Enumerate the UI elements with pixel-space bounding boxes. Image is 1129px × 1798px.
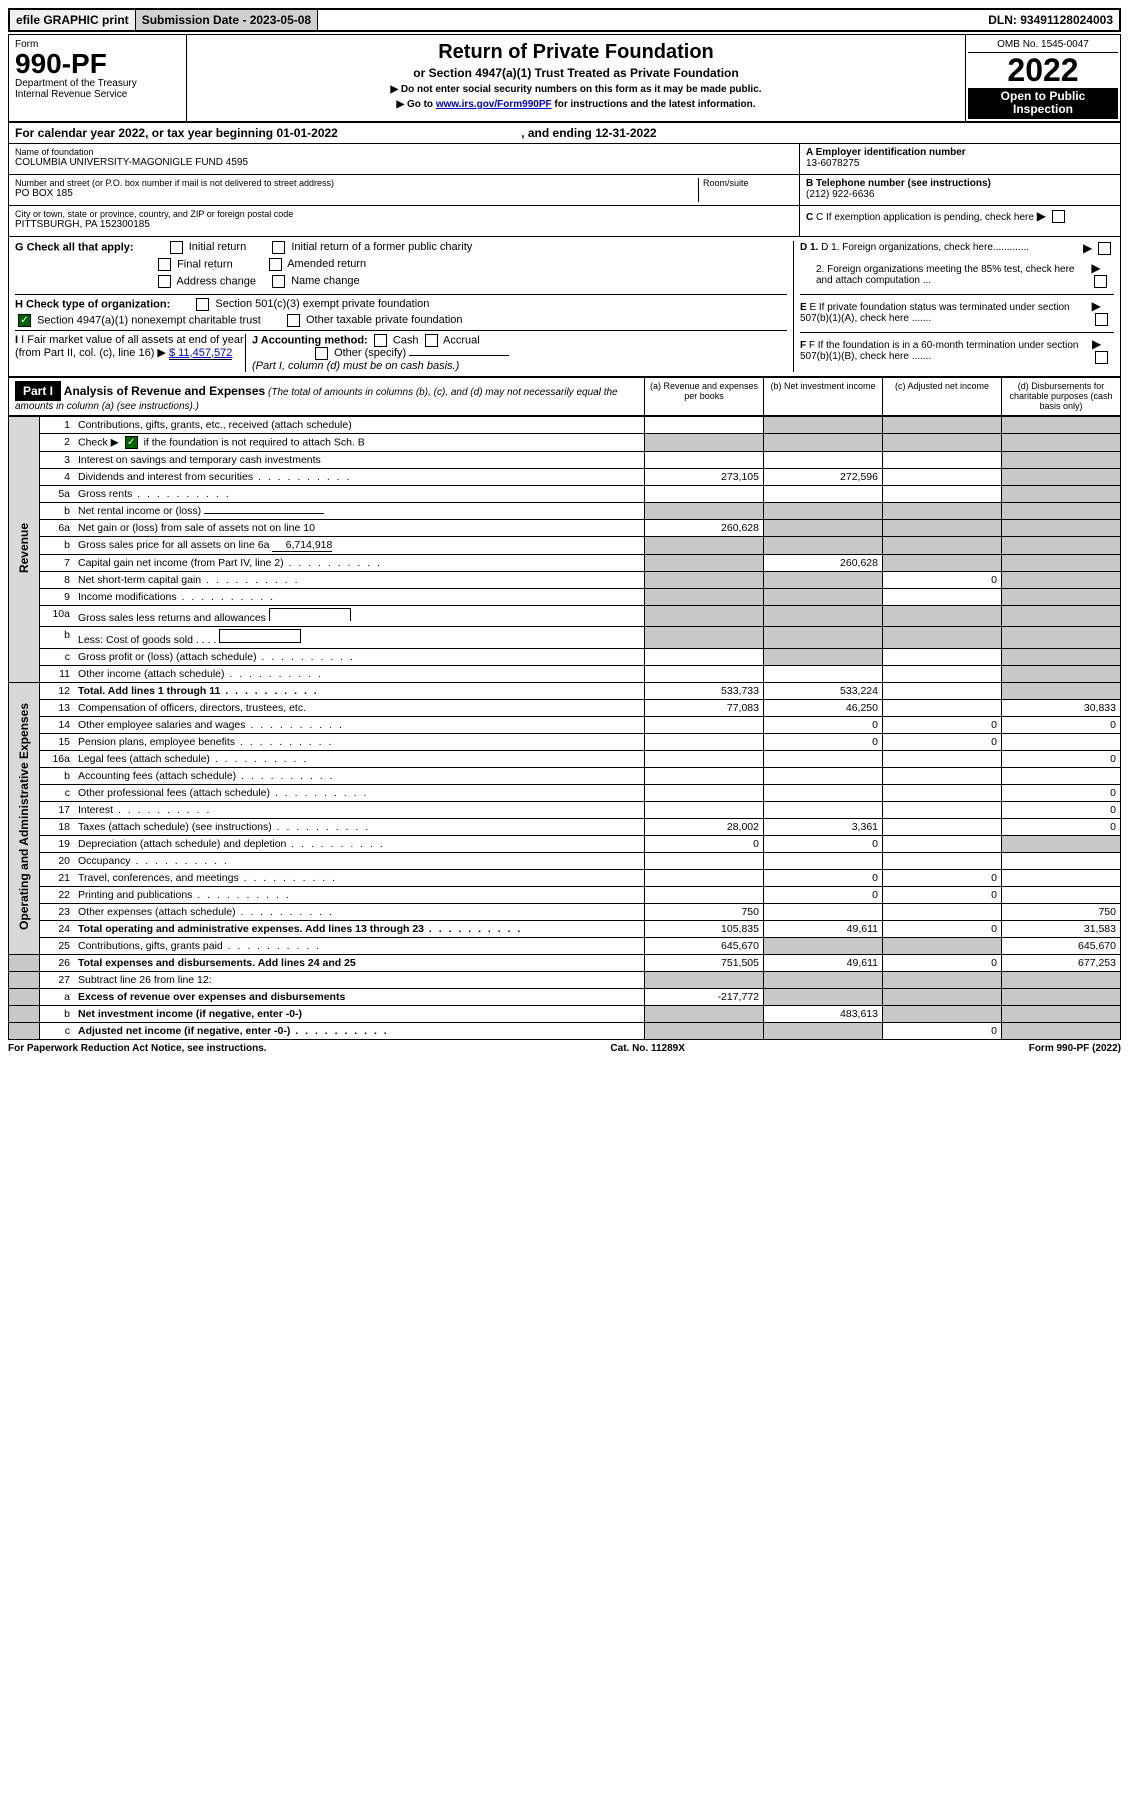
submission-date: Submission Date - 2023-05-08 <box>136 10 318 30</box>
table-row: Operating and Administrative Expenses 12… <box>9 682 1121 699</box>
part1-header: Part I Analysis of Revenue and Expenses … <box>8 377 1121 416</box>
ein-cell: A Employer identification number 13-6078… <box>800 144 1120 175</box>
table-row: aExcess of revenue over expenses and dis… <box>9 988 1121 1005</box>
table-row: 11Other income (attach schedule) <box>9 665 1121 682</box>
footer-left: For Paperwork Reduction Act Notice, see … <box>8 1043 267 1054</box>
table-row: 15Pension plans, employee benefits00 <box>9 733 1121 750</box>
table-row: 27Subtract line 26 from line 12: <box>9 971 1121 988</box>
form-number: 990-PF <box>15 50 180 78</box>
phone-cell: B Telephone number (see instructions) (2… <box>800 175 1120 206</box>
cash-checkbox[interactable] <box>374 334 387 347</box>
table-row: 16aLegal fees (attach schedule)0 <box>9 750 1121 767</box>
dln: DLN: 93491128024003 <box>982 10 1119 30</box>
d2-checkbox[interactable] <box>1094 275 1107 288</box>
analysis-table: Revenue 1Contributions, gifts, grants, e… <box>8 416 1121 1040</box>
footer-right: Form 990-PF (2022) <box>1029 1043 1121 1054</box>
table-row: 14Other employee salaries and wages000 <box>9 716 1121 733</box>
table-row: 26Total expenses and disbursements. Add … <box>9 954 1121 971</box>
table-row: 6aNet gain or (loss) from sale of assets… <box>9 519 1121 536</box>
4947-checkbox[interactable]: ✓ <box>18 314 31 327</box>
schb-checkbox[interactable]: ✓ <box>125 436 138 449</box>
table-row: 10aGross sales less returns and allowanc… <box>9 605 1121 626</box>
e-checkbox[interactable] <box>1095 313 1108 326</box>
foundation-name-cell: Name of foundation COLUMBIA UNIVERSITY-M… <box>9 144 799 175</box>
other-taxable-checkbox[interactable] <box>287 314 300 327</box>
col-c-header: (c) Adjusted net income <box>882 378 1001 415</box>
open-public: Open to Public Inspection <box>968 88 1118 118</box>
form-header: Form 990-PF Department of the Treasury I… <box>8 34 1121 123</box>
table-row: 17Interest0 <box>9 801 1121 818</box>
table-row: bNet rental income or (loss) <box>9 502 1121 519</box>
year-block: OMB No. 1545-0047 2022 Open to Public In… <box>965 35 1120 121</box>
table-row: 2Check ▶ ✓ if the foundation is not requ… <box>9 433 1121 451</box>
tax-year: 2022 <box>968 53 1118 88</box>
table-row: 18Taxes (attach schedule) (see instructi… <box>9 818 1121 835</box>
form-subtitle: or Section 4947(a)(1) Trust Treated as P… <box>197 66 955 80</box>
table-row: 24Total operating and administrative exp… <box>9 920 1121 937</box>
page-footer: For Paperwork Reduction Act Notice, see … <box>8 1040 1121 1054</box>
table-row: 21Travel, conferences, and meetings00 <box>9 869 1121 886</box>
f-checkbox[interactable] <box>1095 351 1108 364</box>
table-row: Revenue 1Contributions, gifts, grants, e… <box>9 416 1121 433</box>
table-row: 9Income modifications <box>9 588 1121 605</box>
part-label: Part I <box>15 381 61 401</box>
form-id-block: Form 990-PF Department of the Treasury I… <box>9 35 187 121</box>
expenses-sidebar: Operating and Administrative Expenses <box>17 703 31 930</box>
name-change-checkbox[interactable] <box>272 275 285 288</box>
table-row: bNet investment income (if negative, ent… <box>9 1005 1121 1022</box>
501c3-checkbox[interactable] <box>196 298 209 311</box>
table-row: bGross sales price for all assets on lin… <box>9 536 1121 554</box>
col-b-header: (b) Net investment income <box>763 378 882 415</box>
accrual-checkbox[interactable] <box>425 334 438 347</box>
footer-center: Cat. No. 11289X <box>610 1043 684 1054</box>
final-return-checkbox[interactable] <box>158 258 171 271</box>
other-method-checkbox[interactable] <box>315 347 328 360</box>
col-d-header: (d) Disbursements for charitable purpose… <box>1001 378 1120 415</box>
irs: Internal Revenue Service <box>15 89 180 100</box>
efile-print-button[interactable]: efile GRAPHIC print <box>10 10 136 30</box>
table-row: 25Contributions, gifts, grants paid645,6… <box>9 937 1121 954</box>
top-bar: efile GRAPHIC print Submission Date - 20… <box>8 8 1121 32</box>
address-cell: Number and street (or P.O. box number if… <box>9 175 799 206</box>
initial-former-checkbox[interactable] <box>272 241 285 254</box>
c-checkbox[interactable] <box>1052 210 1065 223</box>
table-row: 5aGross rents <box>9 485 1121 502</box>
dept: Department of the Treasury <box>15 78 180 89</box>
table-row: 13Compensation of officers, directors, t… <box>9 699 1121 716</box>
instructions-link[interactable]: www.irs.gov/Form990PF <box>436 99 552 110</box>
table-row: cAdjusted net income (if negative, enter… <box>9 1022 1121 1039</box>
entity-info: Name of foundation COLUMBIA UNIVERSITY-M… <box>8 144 1121 237</box>
table-row: cGross profit or (loss) (attach schedule… <box>9 648 1121 665</box>
table-row: 19Depreciation (attach schedule) and dep… <box>9 835 1121 852</box>
exemption-pending-cell: C C If exemption application is pending,… <box>800 206 1120 236</box>
fmv-link[interactable]: $ 11,457,572 <box>169 347 232 360</box>
form-title-block: Return of Private Foundation or Section … <box>187 35 965 121</box>
table-row: 7Capital gain net income (from Part IV, … <box>9 554 1121 571</box>
address-change-checkbox[interactable] <box>158 275 171 288</box>
note-ssn: ▶ Do not enter social security numbers o… <box>197 84 955 95</box>
calendar-year-row: For calendar year 2022, or tax year begi… <box>8 123 1121 144</box>
form-title: Return of Private Foundation <box>197 41 955 64</box>
table-row: 23Other expenses (attach schedule)750750 <box>9 903 1121 920</box>
note-link: ▶ Go to www.irs.gov/Form990PF for instru… <box>197 99 955 110</box>
table-row: cOther professional fees (attach schedul… <box>9 784 1121 801</box>
table-row: bLess: Cost of goods sold . . . . <box>9 626 1121 648</box>
initial-return-checkbox[interactable] <box>170 241 183 254</box>
table-row: 8Net short-term capital gain0 <box>9 571 1121 588</box>
col-a-header: (a) Revenue and expenses per books <box>644 378 763 415</box>
d1-checkbox[interactable] <box>1098 242 1111 255</box>
table-row: 22Printing and publications00 <box>9 886 1121 903</box>
amended-return-checkbox[interactable] <box>269 258 282 271</box>
table-row: 20Occupancy <box>9 852 1121 869</box>
city-cell: City or town, state or province, country… <box>9 206 799 236</box>
table-row: bAccounting fees (attach schedule) <box>9 767 1121 784</box>
revenue-sidebar: Revenue <box>17 523 31 573</box>
table-row: 3Interest on savings and temporary cash … <box>9 451 1121 468</box>
omb-number: OMB No. 1545-0047 <box>968 37 1118 53</box>
table-row: 4Dividends and interest from securities2… <box>9 468 1121 485</box>
checks-section: G Check all that apply: Initial return I… <box>8 237 1121 377</box>
